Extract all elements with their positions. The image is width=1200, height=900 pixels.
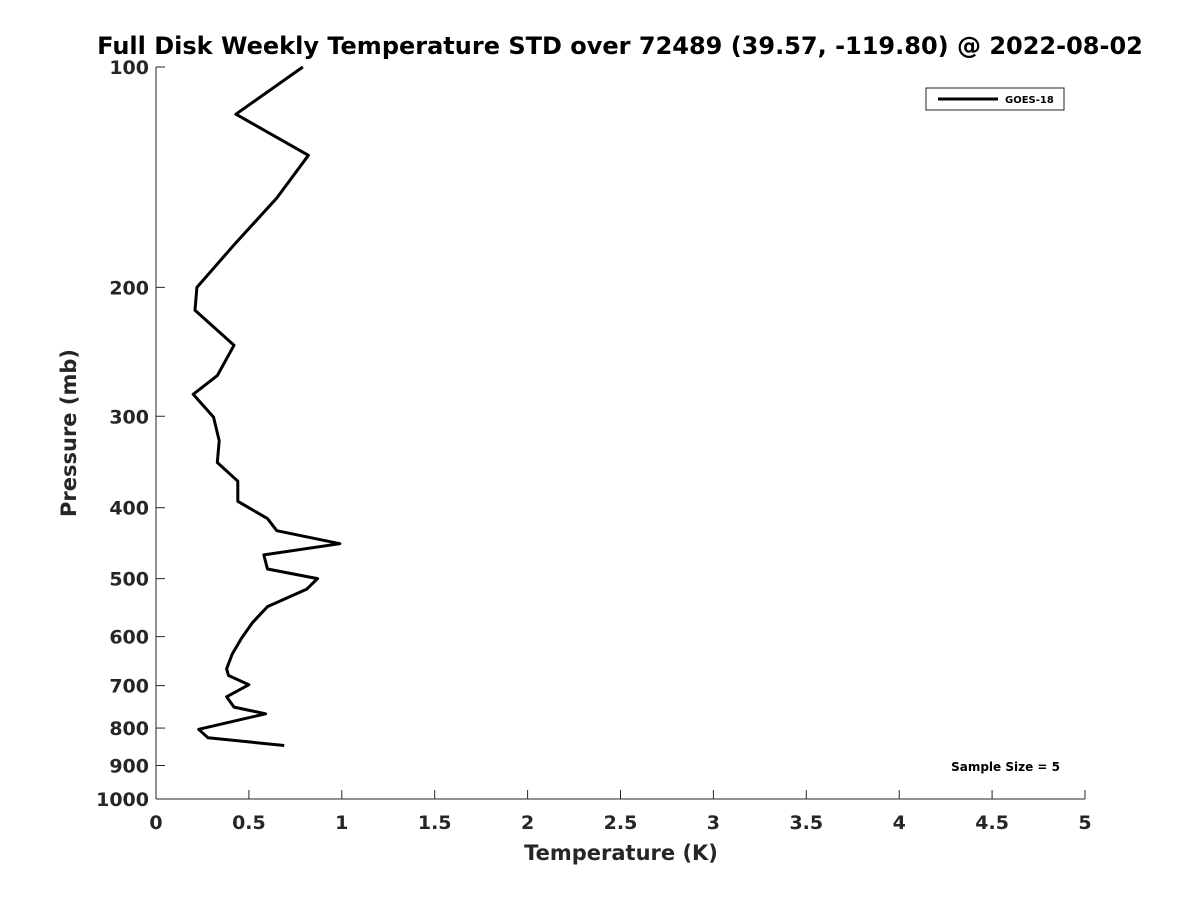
series-line-goes-18: [191, 65, 342, 747]
x-tick-label: 0.5: [232, 812, 266, 834]
x-tick-label: 3: [707, 812, 720, 834]
x-tick-label: 2: [521, 812, 534, 834]
x-tick-label: 1: [335, 812, 348, 834]
plot-axes: [155, 67, 1085, 800]
x-axis-label: Temperature (K): [524, 841, 718, 865]
x-tick-label: 3.5: [789, 812, 823, 834]
y-tick-label: 800: [109, 718, 149, 740]
x-tick-label: 4.5: [975, 812, 1009, 834]
y-tick-label: 400: [109, 498, 149, 520]
x-tick-label: 4: [893, 812, 906, 834]
axis-ticks: 0 0.5 1 1.5 2 2.5 3 3.5 4 4.5 5 100 200 300 400 500 600 7…: [96, 57, 1092, 834]
y-tick-label: 100: [109, 57, 149, 79]
series-layer: [191, 65, 342, 747]
x-tick-label: 0: [149, 812, 162, 834]
y-tick-label: 200: [109, 277, 149, 299]
y-tick-label: 300: [109, 406, 149, 428]
y-tick-label: 1000: [96, 789, 149, 811]
y-tick-label: 900: [109, 756, 149, 778]
chart-title: Full Disk Weekly Temperature STD over 72…: [97, 32, 1143, 60]
legend: GOES-18: [925, 87, 1065, 111]
sample-size-annotation: Sample Size = 5: [951, 760, 1060, 774]
x-tick-label: 2.5: [604, 812, 638, 834]
legend-label: GOES-18: [1005, 95, 1054, 106]
y-tick-label: 500: [109, 569, 149, 591]
y-tick-label: 700: [109, 676, 149, 698]
y-axis-label: Pressure (mb): [57, 349, 81, 517]
y-tick-label: 600: [109, 627, 149, 649]
x-tick-label: 1.5: [418, 812, 452, 834]
x-tick-label: 5: [1078, 812, 1091, 834]
